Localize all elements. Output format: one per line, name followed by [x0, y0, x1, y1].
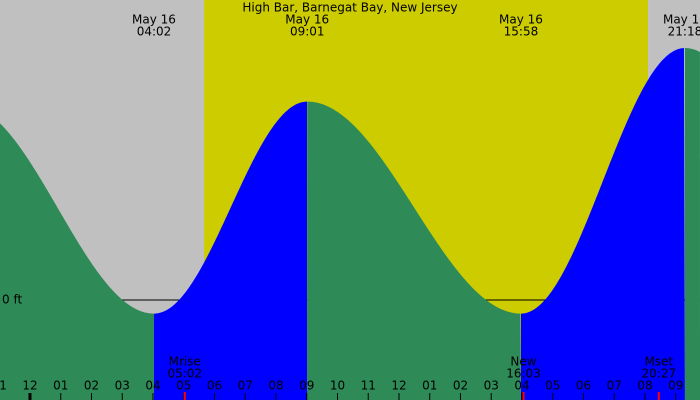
extreme-date: May 16 — [663, 13, 700, 27]
x-tick-label: 03 — [115, 379, 130, 393]
tide-layer — [0, 48, 700, 400]
x-tick-label: 11 — [0, 379, 7, 393]
x-tick-label: 07 — [238, 379, 253, 393]
x-tick-label: 06 — [207, 379, 222, 393]
extreme-time: 15:58 — [504, 25, 539, 39]
x-tick-label: 10 — [330, 379, 345, 393]
x-tick-label: 09 — [299, 379, 314, 393]
x-tick-label: 06 — [576, 379, 591, 393]
moon-name: Mrise — [169, 355, 201, 369]
x-tick-label: 11 — [361, 379, 376, 393]
x-tick-label: 12 — [391, 379, 406, 393]
x-tick-label: 09 — [668, 379, 683, 393]
moon-time: 16:03 — [506, 367, 541, 381]
extreme-time: 04:02 — [137, 25, 172, 39]
rising-tide — [154, 101, 308, 400]
extreme-date: May 16 — [285, 13, 329, 27]
extreme-time: 09:01 — [290, 25, 325, 39]
chart-title: High Bar, Barnegat Bay, New Jersey — [242, 1, 457, 15]
x-tick-label: 05 — [545, 379, 560, 393]
moon-time: 20:27 — [642, 367, 677, 381]
x-tick-label: 12 — [22, 379, 37, 393]
x-tick-label: 04 — [514, 379, 529, 393]
x-tick-label: 01 — [53, 379, 68, 393]
moon-name: New — [510, 355, 536, 369]
extreme-date: May 16 — [132, 13, 176, 27]
x-tick-label: 02 — [453, 379, 468, 393]
moon-time: 05:02 — [167, 367, 202, 381]
x-tick-label: 02 — [84, 379, 99, 393]
x-tick-label: 07 — [607, 379, 622, 393]
falling-tide — [684, 48, 700, 400]
extreme-time: 21:18 — [668, 25, 700, 39]
x-tick-label: 03 — [484, 379, 499, 393]
x-tick-label: 08 — [637, 379, 652, 393]
x-tick-label: 08 — [268, 379, 283, 393]
rising-tide — [520, 48, 685, 400]
moon-name: Mset — [644, 355, 673, 369]
x-tick-label: 05 — [176, 379, 191, 393]
x-tick-label: 04 — [145, 379, 160, 393]
x-tick-label: 01 — [422, 379, 437, 393]
extreme-date: May 16 — [499, 13, 543, 27]
y-tick-label: 0 ft — [2, 293, 22, 307]
falling-tide — [0, 123, 155, 400]
falling-tide — [307, 101, 521, 400]
